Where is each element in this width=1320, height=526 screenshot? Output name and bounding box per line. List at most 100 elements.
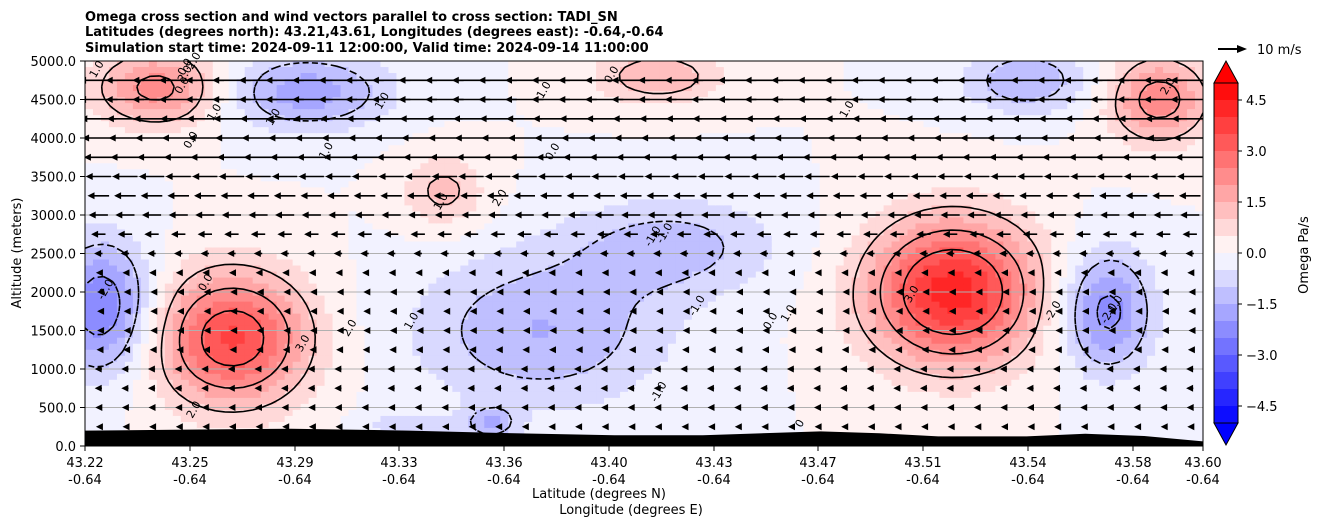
omega-cell bbox=[564, 229, 573, 237]
omega-cell bbox=[380, 409, 390, 417]
omega-cell bbox=[699, 277, 709, 285]
omega-cell bbox=[180, 205, 190, 212]
omega-cell bbox=[476, 313, 485, 321]
omega-cell bbox=[188, 247, 198, 255]
omega-cell bbox=[476, 385, 485, 393]
omega-cell bbox=[604, 361, 613, 369]
omega-cell bbox=[124, 379, 134, 387]
omega-cell bbox=[156, 367, 166, 375]
omega-cell bbox=[588, 85, 597, 92]
omega-cell bbox=[324, 61, 334, 68]
omega-cell bbox=[340, 91, 350, 98]
omega-cell bbox=[476, 139, 485, 146]
omega-cell bbox=[236, 301, 246, 309]
omega-cell bbox=[492, 145, 501, 152]
omega-cell bbox=[244, 301, 254, 309]
omega-cell bbox=[292, 181, 302, 188]
omega-cell bbox=[651, 223, 661, 231]
omega-cell bbox=[228, 235, 238, 243]
omega-cell bbox=[675, 73, 685, 80]
omega-cell bbox=[699, 259, 709, 267]
omega-cell bbox=[524, 361, 533, 369]
omega-cell bbox=[476, 61, 485, 68]
omega-cell bbox=[532, 421, 541, 429]
omega-cell bbox=[404, 361, 414, 369]
omega-cell bbox=[532, 193, 541, 200]
omega-cell bbox=[596, 271, 605, 279]
omega-cell bbox=[644, 139, 653, 146]
omega-cell bbox=[276, 355, 286, 363]
omega-cell bbox=[180, 193, 190, 200]
omega-cell bbox=[388, 97, 398, 104]
omega-cell bbox=[540, 157, 549, 164]
omega-cell bbox=[596, 283, 605, 291]
omega-cell bbox=[516, 325, 525, 333]
omega-cell bbox=[85, 349, 94, 357]
omega-cell bbox=[484, 421, 493, 429]
omega-cell bbox=[124, 61, 134, 68]
omega-cell bbox=[164, 85, 174, 92]
omega-cell bbox=[164, 343, 174, 351]
omega-cell bbox=[276, 301, 286, 309]
omega-cell bbox=[164, 133, 174, 140]
omega-cell bbox=[532, 355, 541, 363]
omega-cell bbox=[380, 181, 390, 188]
omega-cell bbox=[300, 229, 310, 237]
omega-cell bbox=[244, 223, 254, 231]
omega-cell bbox=[364, 145, 374, 152]
omega-cell bbox=[651, 61, 661, 68]
omega-cell bbox=[492, 361, 501, 369]
omega-cell bbox=[140, 223, 150, 231]
omega-cell bbox=[148, 187, 158, 194]
omega-cell bbox=[220, 97, 230, 104]
omega-cell bbox=[564, 367, 573, 375]
omega-cell bbox=[683, 415, 693, 423]
omega-cell bbox=[604, 427, 613, 435]
omega-cell bbox=[388, 271, 398, 279]
omega-cell bbox=[388, 103, 398, 110]
omega-cell bbox=[428, 415, 437, 423]
omega-cell bbox=[675, 295, 685, 303]
omega-cell bbox=[100, 247, 110, 255]
omega-cell bbox=[548, 145, 557, 152]
omega-cell bbox=[428, 127, 437, 134]
omega-cell bbox=[588, 385, 597, 393]
omega-cell bbox=[92, 151, 102, 158]
omega-cell bbox=[532, 241, 541, 249]
omega-cell bbox=[604, 391, 613, 399]
omega-cell bbox=[300, 301, 310, 309]
omega-cell bbox=[396, 385, 406, 393]
omega-cell bbox=[516, 397, 525, 405]
omega-cell bbox=[372, 235, 382, 243]
omega-cell bbox=[572, 415, 581, 423]
omega-cell bbox=[476, 175, 485, 182]
omega-cell bbox=[268, 223, 278, 231]
omega-cell bbox=[236, 163, 246, 170]
omega-cell bbox=[675, 139, 685, 146]
omega-cell bbox=[180, 67, 190, 74]
omega-cell bbox=[220, 133, 230, 140]
omega-cell bbox=[644, 175, 653, 182]
omega-cell bbox=[444, 277, 453, 285]
omega-cell bbox=[156, 397, 166, 405]
omega-cell bbox=[580, 229, 589, 237]
omega-cell bbox=[172, 301, 182, 309]
omega-cell bbox=[380, 241, 390, 249]
omega-cell bbox=[636, 199, 645, 206]
omega-cell bbox=[644, 133, 653, 140]
omega-cell bbox=[316, 337, 326, 345]
omega-cell bbox=[540, 373, 549, 381]
omega-cell bbox=[228, 127, 238, 134]
omega-cell bbox=[308, 85, 318, 92]
omega-cell bbox=[564, 349, 573, 357]
omega-cell bbox=[188, 109, 198, 116]
omega-cell bbox=[268, 79, 278, 86]
omega-cell bbox=[268, 277, 278, 285]
omega-cell bbox=[148, 103, 158, 110]
omega-cell bbox=[292, 337, 302, 345]
omega-cell bbox=[364, 301, 374, 309]
omega-cell bbox=[284, 385, 294, 393]
omega-cell bbox=[172, 331, 182, 339]
omega-cell bbox=[252, 205, 262, 212]
omega-cell bbox=[356, 313, 366, 321]
